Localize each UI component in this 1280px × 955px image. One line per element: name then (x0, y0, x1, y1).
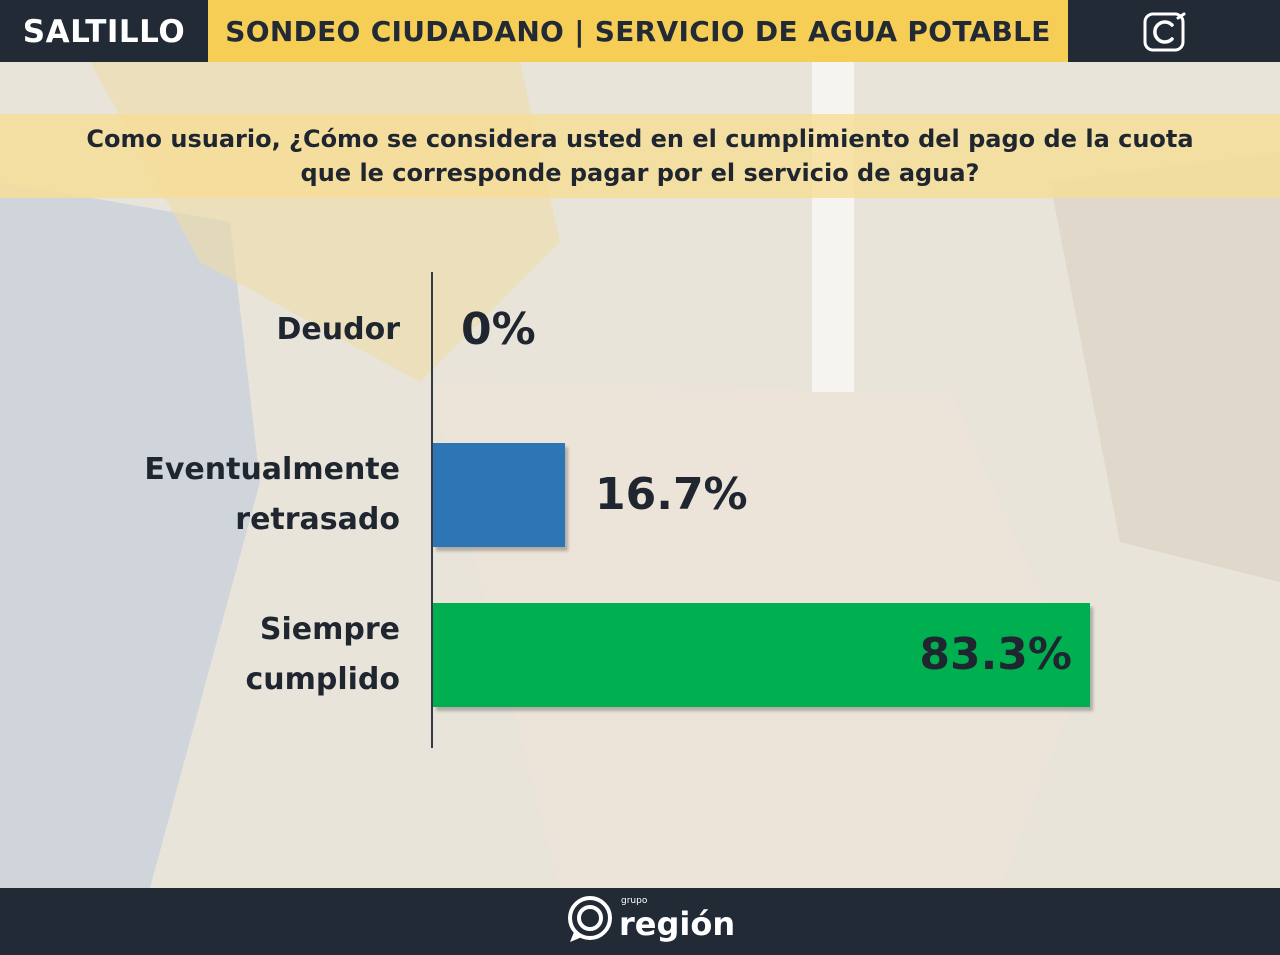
bar (433, 603, 1090, 707)
footer-brand-text: región (619, 905, 736, 943)
category-label: Eventualmente retrasado (144, 452, 400, 537)
title-box: SONDEO CIUDADANO | SERVICIO DE AGUA POTA… (208, 0, 1068, 62)
page-title: SONDEO CIUDADANO | SERVICIO DE AGUA POTA… (225, 15, 1051, 48)
data-label: 0% (461, 304, 536, 355)
question-line-2: que le corresponde pagar por el servicio… (300, 159, 980, 187)
category-label: Siempre cumplido (245, 612, 400, 697)
c-logo-icon (1143, 12, 1186, 52)
category-label: Deudor (276, 312, 401, 347)
city-label: SALTILLO (22, 14, 186, 50)
question-banner: Como usuario, ¿Cómo se considera usted e… (0, 114, 1280, 198)
footer-small-text: grupo (621, 896, 648, 906)
data-label: 16.7% (595, 469, 748, 520)
footer-bar: grupo región (0, 888, 1280, 955)
question-line-1: Como usuario, ¿Cómo se considera usted e… (86, 125, 1194, 153)
bar-chart: Deudor 0% Eventualmente retrasado 16.7% Siem… (0, 250, 1280, 770)
data-label: 83.3% (919, 629, 1072, 680)
header-bar: SALTILLO SONDEO CIUDADANO | SERVICIO DE … (0, 0, 1280, 62)
grupo-region-logo-icon (568, 896, 612, 942)
bar (433, 443, 565, 547)
chart-axis-line (431, 272, 433, 748)
